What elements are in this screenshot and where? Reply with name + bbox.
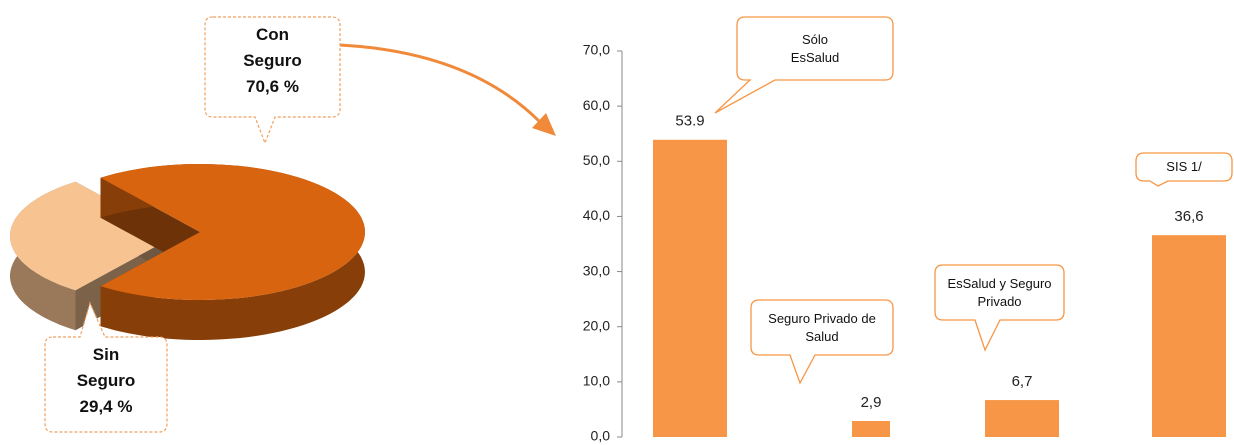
- category-callout: [750, 299, 894, 385]
- category-callout: [1135, 152, 1233, 187]
- y-tick-label: 60,0: [583, 97, 610, 113]
- category-label: SIS 1/: [1166, 159, 1202, 174]
- label-callout: [204, 16, 341, 145]
- y-tick-label: 40,0: [583, 207, 610, 223]
- value-label: 6,7: [1012, 373, 1033, 390]
- pie-category: Con Seguro: [243, 25, 302, 70]
- y-tick-label: 20,0: [583, 317, 610, 333]
- pie-slice: [100, 164, 365, 300]
- arrow: [339, 43, 542, 124]
- pie-category: Sin Seguro: [76, 345, 136, 390]
- y-tick-label: 70,0: [583, 42, 610, 58]
- pie-label-box: Con Seguro 70,6 %: [212, 22, 333, 100]
- label-callout: [44, 301, 168, 433]
- pie-value-label: 29,4 %: [79, 397, 133, 416]
- category-label: EsSalud y Seguro Privado: [947, 275, 1052, 309]
- category-label: Sólo EsSalud: [790, 31, 840, 65]
- category-label: Seguro Privado de Salud: [768, 310, 876, 344]
- bar: [985, 400, 1059, 437]
- pie-slice: [10, 181, 175, 291]
- pie-label-box: Sin Seguro 29,4 %: [50, 342, 162, 420]
- y-tick-label: 0,0: [591, 428, 611, 444]
- value-label: 53.9: [675, 113, 704, 130]
- y-tick-label: 30,0: [583, 262, 610, 278]
- arrow-head: [532, 113, 556, 136]
- value-label: 2,9: [861, 394, 882, 411]
- pie-value-label: 70,6 %: [246, 77, 299, 96]
- value-label: 36,6: [1174, 208, 1203, 225]
- category-callout: [934, 264, 1065, 352]
- bar: [1152, 235, 1226, 437]
- bar: [653, 139, 727, 437]
- category-callout: [714, 16, 894, 114]
- y-tick-label: 10,0: [583, 373, 610, 389]
- bar: [852, 421, 890, 437]
- y-tick-label: 50,0: [583, 152, 610, 168]
